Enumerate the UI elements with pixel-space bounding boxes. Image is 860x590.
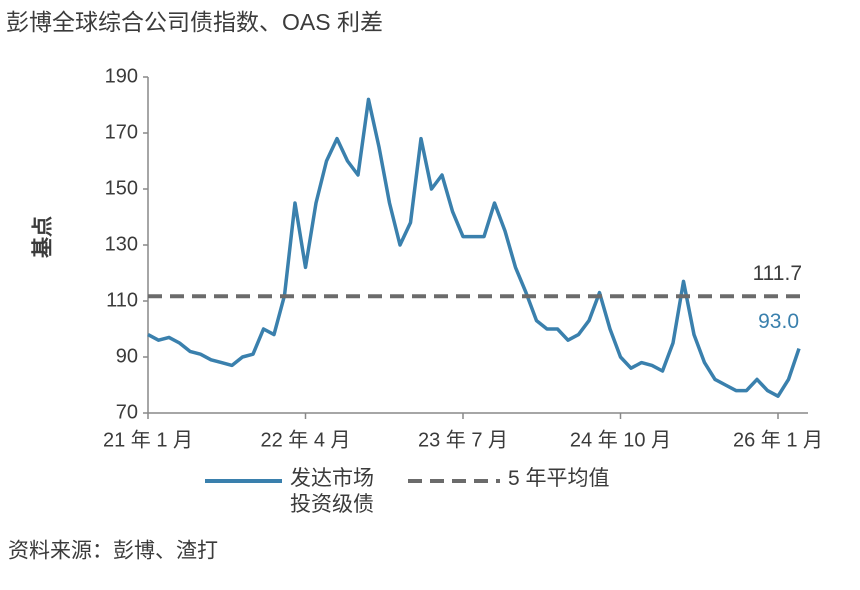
y-tick-label: 150: [105, 177, 138, 199]
legend-label: 发达市场投资级债: [290, 467, 374, 516]
y-tick-label: 110: [106, 289, 138, 311]
y-tick-label: 70: [116, 401, 138, 423]
x-tick-label: 26 年 1 月: [733, 428, 823, 451]
y-tick-label: 190: [105, 65, 138, 87]
source-note: 资料来源：彭博、渣打: [8, 540, 218, 563]
data-label: 93.0: [758, 310, 799, 333]
reference-label: 111.7: [753, 262, 802, 285]
x-tick-label: 24 年 10 月: [570, 428, 671, 451]
x-tick-label: 22 年 4 月: [260, 428, 350, 451]
legend-label: 5 年平均值: [508, 467, 610, 490]
y-axis-label: 基点: [31, 216, 55, 258]
x-tick-label: 23 年 7 月: [418, 428, 508, 451]
y-tick-label: 170: [105, 121, 138, 143]
y-tick-label: 130: [105, 233, 138, 255]
x-tick-label: 21 年 1 月: [103, 428, 193, 451]
series-line: [147, 97, 801, 398]
chart-title: 彭博全球综合公司债指数、OAS 利差: [6, 9, 383, 35]
y-tick-label: 90: [116, 345, 138, 367]
